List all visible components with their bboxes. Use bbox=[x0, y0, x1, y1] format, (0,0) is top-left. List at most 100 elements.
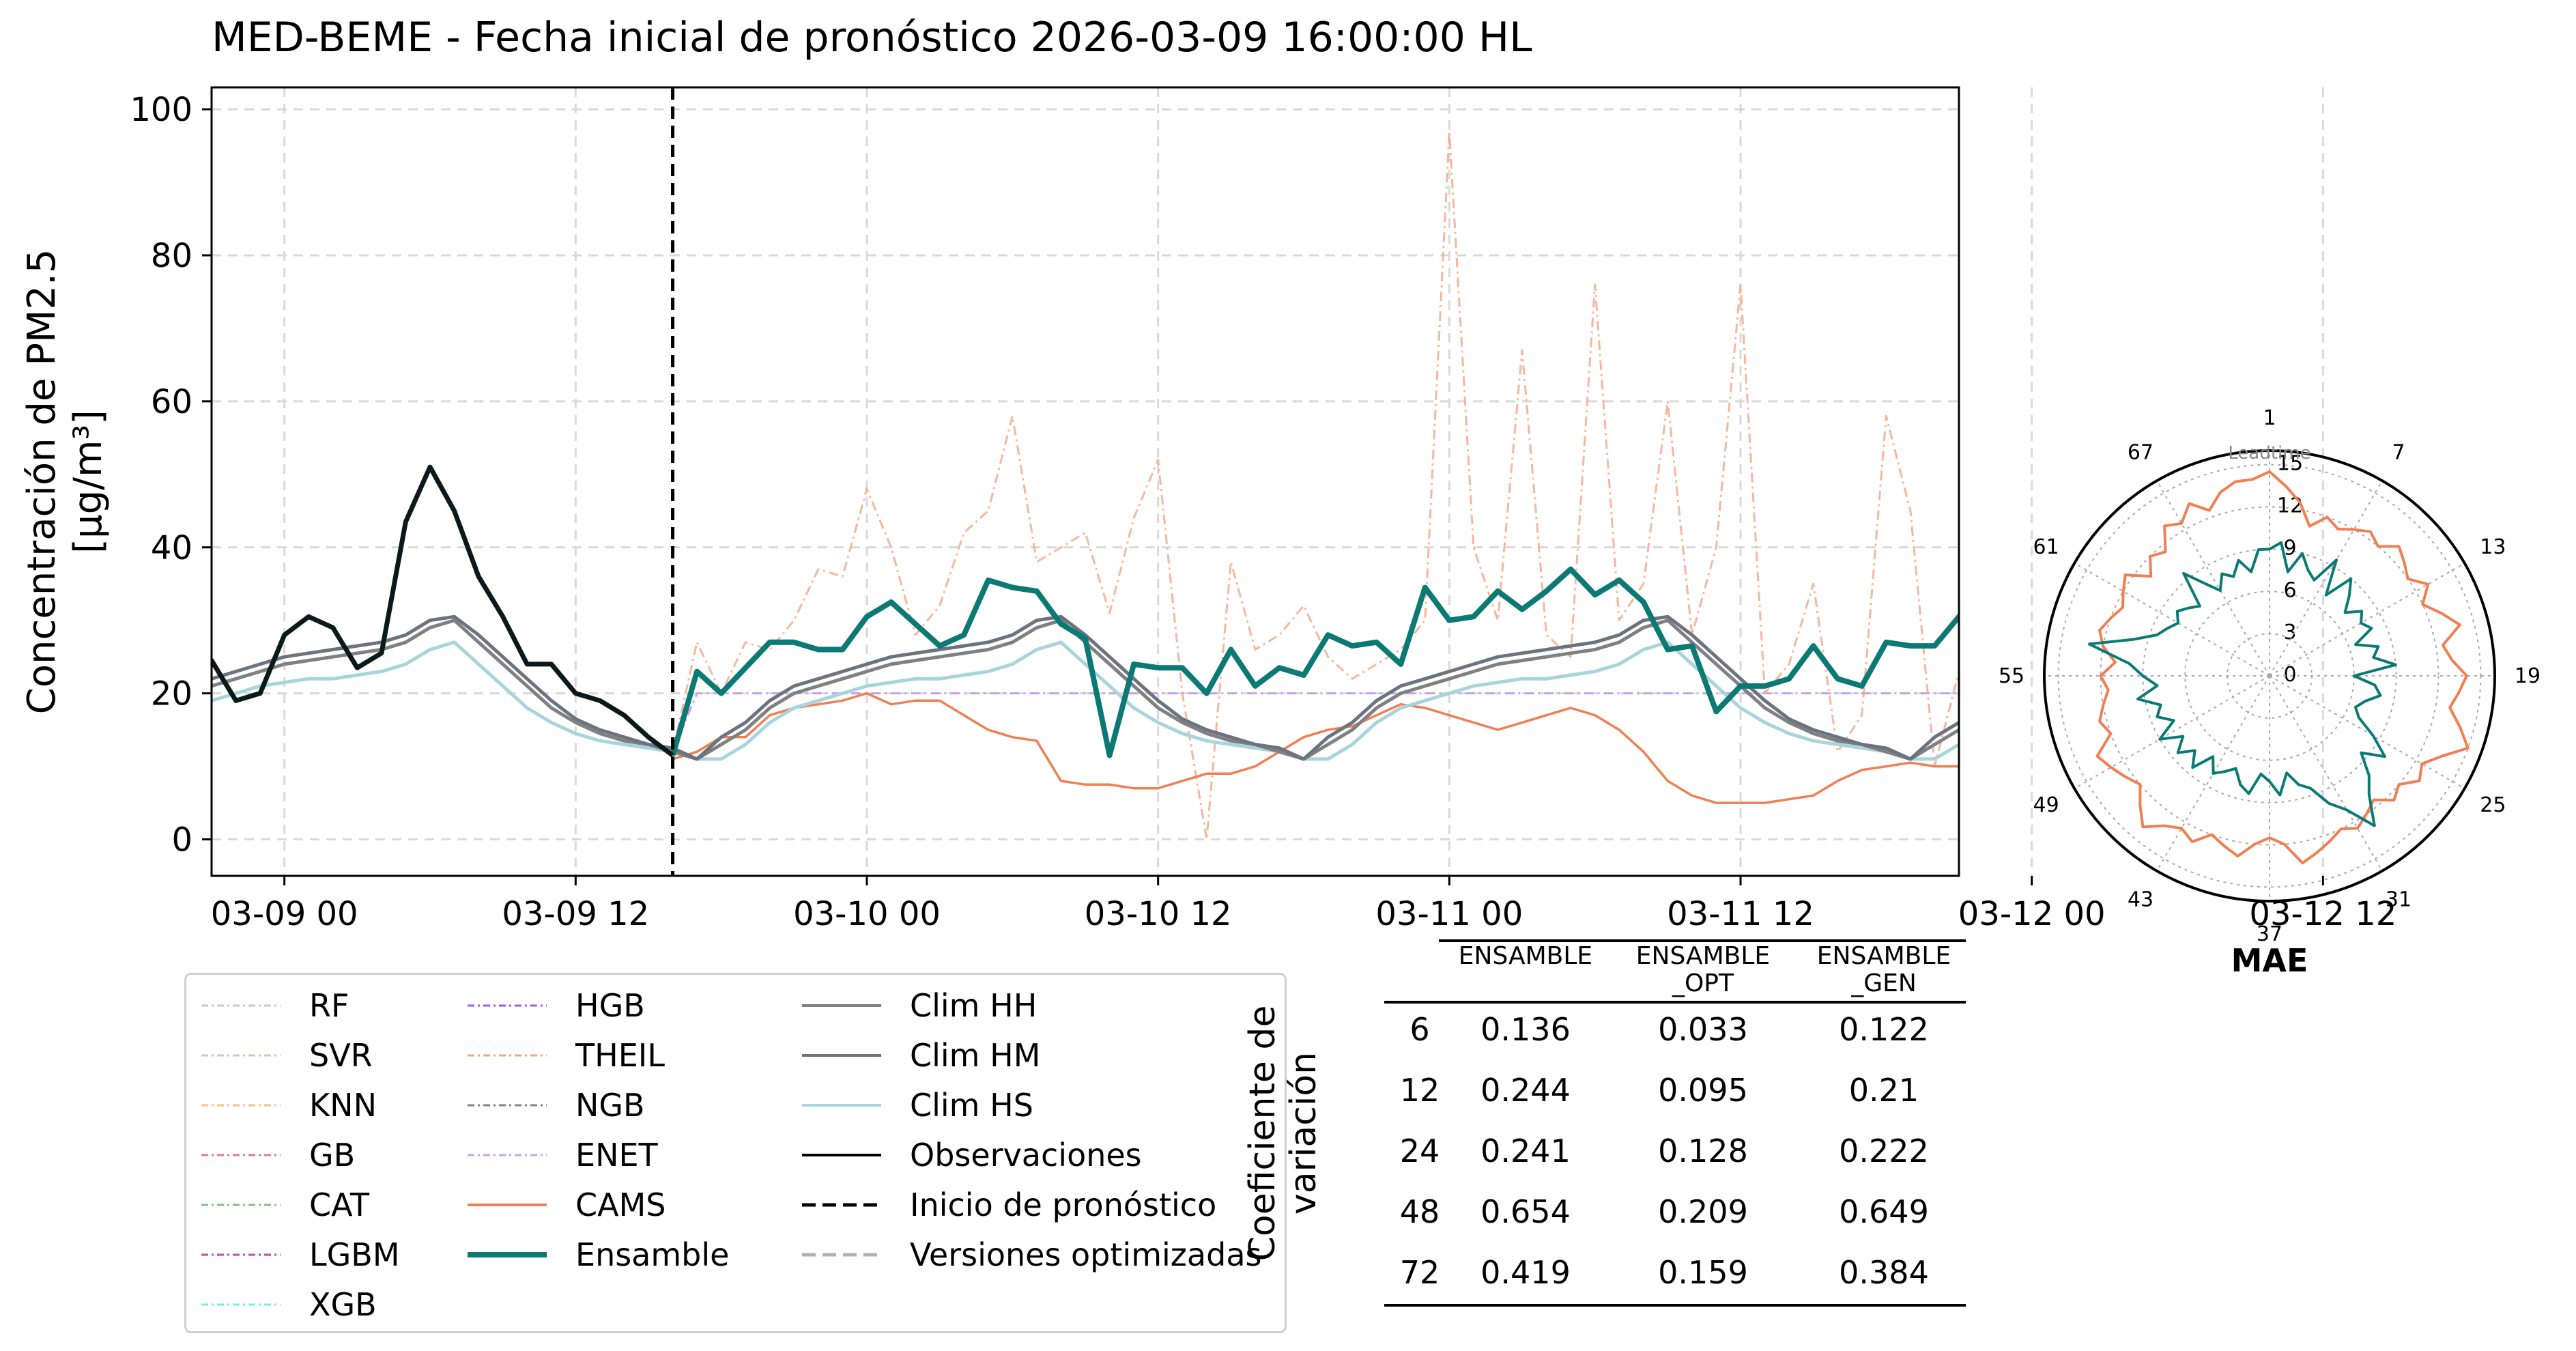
series-line-clim-hh bbox=[212, 618, 1959, 761]
radar-spoke bbox=[2156, 480, 2270, 677]
legend-swatch bbox=[468, 1104, 547, 1107]
radar-radial-tick: 15 bbox=[2277, 452, 2303, 476]
radar-radial-tick: 9 bbox=[2283, 536, 2296, 560]
table-cell: 0.128 bbox=[1658, 1133, 1748, 1169]
legend-label: CAT bbox=[309, 1186, 370, 1223]
legend-label: NGB bbox=[575, 1087, 645, 1124]
x-tick-label: 03-09 00 bbox=[211, 895, 358, 933]
table-lead: 48 bbox=[1399, 1193, 1440, 1230]
radar-angular-tick: 31 bbox=[2386, 887, 2412, 911]
legend-label: Versiones optimizadas bbox=[910, 1236, 1262, 1273]
legend-label: Clim HM bbox=[910, 1037, 1041, 1074]
radar-radial-tick: 6 bbox=[2283, 578, 2296, 602]
legend: RF SVR KNN GB CAT LGBM XGB HGB THEIL NGB ENET CAMS E… bbox=[184, 973, 1287, 1333]
radar-title: MAE bbox=[2231, 942, 2308, 979]
legend-label: XGB bbox=[309, 1286, 377, 1323]
legend-label: HGB bbox=[575, 987, 645, 1024]
series-line-clim-hm bbox=[212, 614, 1959, 761]
y-tick-label: 40 bbox=[151, 529, 192, 567]
legend-item-xgb: XGB bbox=[200, 1281, 377, 1328]
legend-item-knn: KNN bbox=[200, 1081, 377, 1129]
radar-angular-tick: 49 bbox=[2033, 793, 2059, 817]
legend-item-hgb: HGB bbox=[466, 982, 645, 1029]
series-line-ensamble bbox=[670, 566, 1959, 758]
plot-frame bbox=[210, 86, 1960, 877]
table-cell: 0.21 bbox=[1848, 1072, 1919, 1109]
legend-label: THEIL bbox=[575, 1037, 665, 1074]
radar-angular-label: Leadtime bbox=[2228, 443, 2310, 464]
table-lead: 12 bbox=[1399, 1072, 1440, 1109]
legend-swatch bbox=[201, 1154, 281, 1156]
table-lead: 24 bbox=[1399, 1133, 1440, 1169]
legend-item-inicio-de-pronóstico: Inicio de pronóstico bbox=[801, 1181, 1216, 1229]
legend-swatch bbox=[201, 1104, 281, 1107]
radar-radial-tick: 0 bbox=[2283, 663, 2296, 687]
x-tick-label: 03-10 12 bbox=[1085, 895, 1232, 933]
legend-swatch bbox=[802, 1154, 881, 1156]
legend-label: Ensamble bbox=[575, 1236, 730, 1273]
legend-label: Inicio de pronóstico bbox=[910, 1186, 1217, 1223]
cv-table-ylabel: Coeficiente de variación bbox=[1242, 1005, 1324, 1262]
table-cell: 0.384 bbox=[1839, 1254, 1929, 1291]
y-axis-label: Concentración de PM2.5[μg/m³] bbox=[20, 249, 111, 715]
radar-angular-tick: 13 bbox=[2480, 535, 2506, 559]
legend-label: KNN bbox=[309, 1087, 377, 1124]
legend-item-cams: CAMS bbox=[466, 1181, 666, 1229]
series-line-cams bbox=[672, 692, 1959, 804]
legend-swatch bbox=[468, 1252, 547, 1257]
table-cell: 0.095 bbox=[1658, 1072, 1748, 1109]
legend-label: ENET bbox=[575, 1137, 658, 1174]
radar-frame bbox=[2043, 449, 2496, 902]
series-line-enet bbox=[672, 692, 1959, 752]
radar-spoke bbox=[2074, 563, 2270, 677]
legend-label: GB bbox=[309, 1137, 356, 1174]
table-bottom-rule bbox=[1384, 1304, 1966, 1307]
table-cell: 0.244 bbox=[1480, 1072, 1571, 1109]
legend-swatch bbox=[802, 1253, 881, 1257]
legend-swatch bbox=[468, 1154, 547, 1156]
radar-angular-tick: 43 bbox=[2128, 887, 2153, 911]
legend-item-lgbm: LGBM bbox=[200, 1231, 400, 1279]
radar-ring bbox=[2057, 464, 2482, 888]
table-cell: 0.222 bbox=[1839, 1133, 1929, 1169]
radar-angular-tick: 55 bbox=[1999, 664, 2024, 688]
legend-item-gb: GB bbox=[200, 1131, 355, 1179]
radar-series-cams bbox=[2095, 470, 2470, 865]
radar-angular-tick: 67 bbox=[2128, 441, 2153, 465]
legend-label: CAMS bbox=[575, 1186, 666, 1223]
legend-item-ensamble: Ensamble bbox=[466, 1231, 729, 1279]
radar-spoke bbox=[2074, 675, 2270, 789]
table-header-2: ENSAMBLE _OPT bbox=[1635, 942, 1771, 997]
legend-swatch bbox=[802, 1203, 881, 1207]
table-cell: 0.159 bbox=[1658, 1254, 1748, 1291]
legend-item-svr: SVR bbox=[200, 1032, 373, 1079]
legend-item-clim-hm: Clim HM bbox=[801, 1032, 1040, 1079]
legend-item-cat: CAT bbox=[200, 1181, 369, 1229]
y-tick-label: 60 bbox=[151, 383, 192, 421]
y-tick-label: 100 bbox=[130, 91, 192, 129]
radar-radial-tick: 12 bbox=[2277, 494, 2303, 518]
table-cell: 0.033 bbox=[1658, 1011, 1748, 1048]
legend-item-enet: ENET bbox=[466, 1131, 658, 1179]
legend-label: Observaciones bbox=[910, 1137, 1142, 1174]
x-tick-label: 03-12 00 bbox=[1958, 895, 2106, 933]
table-header-3: ENSAMBLE _GEN bbox=[1816, 942, 1951, 997]
legend-swatch bbox=[468, 1004, 547, 1007]
legend-swatch bbox=[802, 1004, 881, 1007]
table-cell: 0.654 bbox=[1480, 1193, 1571, 1230]
legend-label: SVR bbox=[309, 1037, 373, 1074]
legend-label: Clim HH bbox=[910, 987, 1037, 1024]
legend-label: LGBM bbox=[309, 1236, 400, 1273]
radar-angular-tick: 19 bbox=[2515, 664, 2541, 688]
table-cell: 0.649 bbox=[1839, 1193, 1929, 1230]
table-cell: 0.419 bbox=[1480, 1254, 1571, 1291]
legend-item-versiones-optimizadas: Versiones optimizadas bbox=[801, 1231, 1261, 1279]
legend-swatch bbox=[802, 1104, 881, 1107]
radar-angular-tick: 7 bbox=[2392, 441, 2405, 465]
x-tick-label: 03-10 00 bbox=[793, 895, 941, 933]
series-line-clim-hs bbox=[212, 640, 1959, 761]
x-tick-label: 03-11 12 bbox=[1667, 895, 1814, 933]
radar-ring bbox=[2100, 506, 2439, 846]
radar-angular-tick: 25 bbox=[2480, 793, 2506, 817]
table-cell: 0.241 bbox=[1480, 1133, 1571, 1169]
